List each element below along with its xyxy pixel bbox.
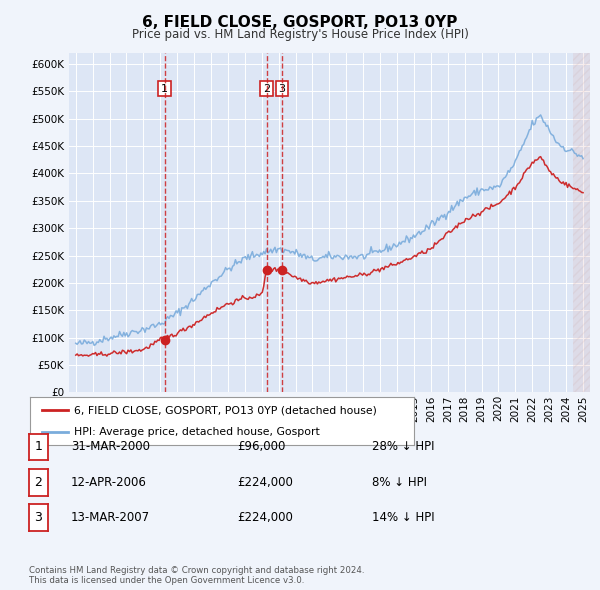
Text: Contains HM Land Registry data © Crown copyright and database right 2024.
This d: Contains HM Land Registry data © Crown c… — [29, 566, 364, 585]
Text: 3: 3 — [34, 511, 43, 525]
Text: 8% ↓ HPI: 8% ↓ HPI — [372, 476, 427, 489]
Text: 3: 3 — [278, 84, 286, 94]
Text: 2: 2 — [263, 84, 271, 94]
Text: 14% ↓ HPI: 14% ↓ HPI — [372, 511, 434, 525]
Text: £224,000: £224,000 — [237, 476, 293, 489]
Text: 28% ↓ HPI: 28% ↓ HPI — [372, 440, 434, 454]
Text: 1: 1 — [161, 84, 168, 94]
Text: 2: 2 — [34, 476, 43, 489]
Text: £96,000: £96,000 — [237, 440, 286, 454]
Text: 6, FIELD CLOSE, GOSPORT, PO13 0YP (detached house): 6, FIELD CLOSE, GOSPORT, PO13 0YP (detac… — [74, 405, 377, 415]
Text: 1: 1 — [34, 440, 43, 454]
Text: Price paid vs. HM Land Registry's House Price Index (HPI): Price paid vs. HM Land Registry's House … — [131, 28, 469, 41]
Text: 12-APR-2006: 12-APR-2006 — [71, 476, 146, 489]
Text: £224,000: £224,000 — [237, 511, 293, 525]
Text: 13-MAR-2007: 13-MAR-2007 — [71, 511, 150, 525]
Text: HPI: Average price, detached house, Gosport: HPI: Average price, detached house, Gosp… — [74, 427, 320, 437]
Text: 31-MAR-2000: 31-MAR-2000 — [71, 440, 150, 454]
Text: 6, FIELD CLOSE, GOSPORT, PO13 0YP: 6, FIELD CLOSE, GOSPORT, PO13 0YP — [142, 15, 458, 30]
